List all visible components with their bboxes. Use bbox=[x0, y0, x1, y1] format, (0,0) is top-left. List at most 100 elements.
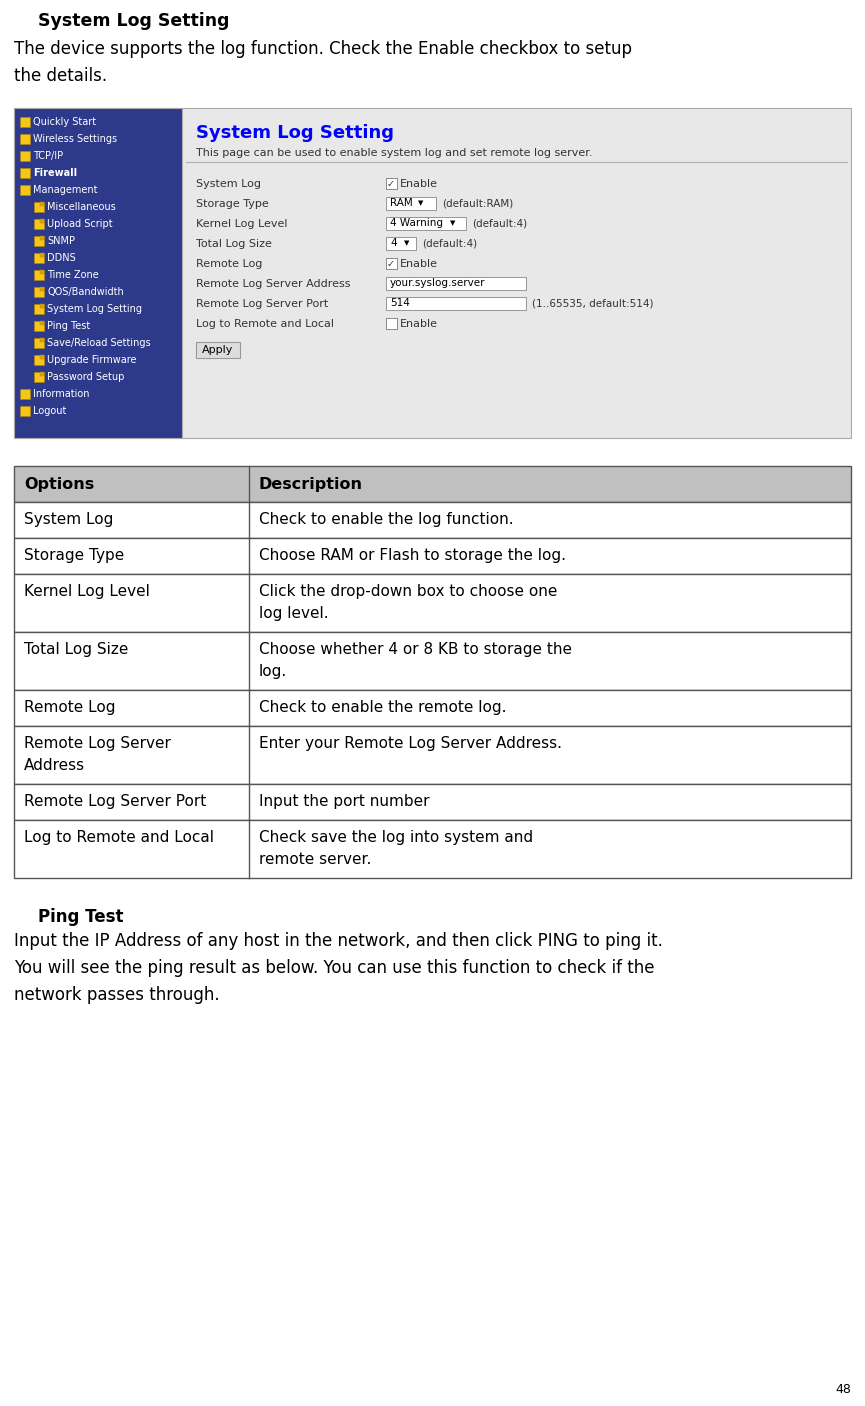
Bar bbox=[386, 197, 436, 209]
Text: Information: Information bbox=[33, 389, 89, 399]
Text: Click the drop-down box to choose one
log level.: Click the drop-down box to choose one lo… bbox=[259, 583, 557, 621]
Bar bbox=[40, 304, 44, 308]
Bar bbox=[14, 690, 851, 725]
Bar bbox=[14, 574, 851, 633]
Bar bbox=[34, 219, 44, 229]
Bar bbox=[40, 287, 44, 291]
Text: Description: Description bbox=[259, 477, 363, 492]
Text: (default:RAM): (default:RAM) bbox=[442, 198, 513, 208]
Text: Apply: Apply bbox=[202, 344, 234, 354]
Text: Input the IP Address of any host in the network, and then click PING to ping it.: Input the IP Address of any host in the … bbox=[14, 932, 663, 1004]
Bar bbox=[40, 354, 44, 359]
Bar bbox=[34, 337, 44, 349]
Text: (default:4): (default:4) bbox=[472, 218, 527, 229]
Bar bbox=[20, 117, 30, 127]
Text: Choose RAM or Flash to storage the log.: Choose RAM or Flash to storage the log. bbox=[259, 548, 566, 562]
Text: Enable: Enable bbox=[400, 259, 438, 269]
Bar bbox=[386, 277, 526, 290]
Text: ▼: ▼ bbox=[418, 201, 423, 207]
Text: Upload Script: Upload Script bbox=[47, 219, 112, 229]
Bar bbox=[20, 406, 30, 416]
Bar bbox=[34, 321, 44, 330]
Text: Total Log Size: Total Log Size bbox=[196, 239, 272, 249]
Text: Remote Log Server Port: Remote Log Server Port bbox=[196, 299, 328, 309]
Text: ▼: ▼ bbox=[404, 240, 409, 246]
Text: DDNS: DDNS bbox=[47, 253, 76, 263]
Text: Logout: Logout bbox=[33, 406, 67, 416]
Bar bbox=[386, 257, 397, 269]
Bar bbox=[20, 186, 30, 195]
Bar bbox=[34, 236, 44, 246]
Text: Kernel Log Level: Kernel Log Level bbox=[196, 219, 287, 229]
Text: Save/Reload Settings: Save/Reload Settings bbox=[47, 337, 151, 349]
Bar bbox=[14, 108, 182, 439]
Bar bbox=[386, 179, 397, 188]
Text: ✓: ✓ bbox=[387, 179, 395, 188]
Text: Check to enable the log function.: Check to enable the log function. bbox=[259, 512, 514, 527]
Bar bbox=[40, 270, 44, 274]
Bar bbox=[34, 253, 44, 263]
Bar bbox=[34, 354, 44, 366]
Text: Ping Test: Ping Test bbox=[47, 321, 90, 330]
Text: Check save the log into system and
remote server.: Check save the log into system and remot… bbox=[259, 830, 533, 868]
Bar bbox=[20, 389, 30, 399]
Bar bbox=[386, 217, 466, 231]
Text: Password Setup: Password Setup bbox=[47, 373, 125, 382]
Text: Remote Log: Remote Log bbox=[24, 700, 116, 716]
Text: Options: Options bbox=[24, 477, 94, 492]
Bar bbox=[40, 219, 44, 224]
Text: Enable: Enable bbox=[400, 179, 438, 188]
Bar bbox=[40, 321, 44, 325]
Bar bbox=[196, 342, 240, 359]
Bar bbox=[34, 202, 44, 212]
Text: RAM: RAM bbox=[390, 198, 413, 208]
Bar bbox=[34, 287, 44, 297]
Bar bbox=[14, 820, 851, 877]
Bar bbox=[34, 304, 44, 314]
Bar bbox=[14, 725, 851, 785]
Text: Input the port number: Input the port number bbox=[259, 794, 430, 808]
Text: 514: 514 bbox=[390, 298, 410, 308]
Text: ✓: ✓ bbox=[387, 259, 395, 269]
Bar bbox=[20, 150, 30, 162]
Text: Upgrade Firmware: Upgrade Firmware bbox=[47, 354, 137, 366]
Bar bbox=[40, 202, 44, 207]
Bar bbox=[14, 465, 851, 502]
Bar bbox=[14, 538, 851, 574]
Bar bbox=[386, 297, 526, 309]
Text: Quickly Start: Quickly Start bbox=[33, 117, 96, 127]
Text: your.syslog.server: your.syslog.server bbox=[390, 278, 485, 288]
Text: Remote Log: Remote Log bbox=[196, 259, 262, 269]
Text: Management: Management bbox=[33, 186, 98, 195]
Text: Enable: Enable bbox=[400, 319, 438, 329]
Text: Firewall: Firewall bbox=[33, 167, 77, 179]
Text: System Log Setting: System Log Setting bbox=[38, 13, 229, 30]
Bar bbox=[14, 108, 851, 439]
Text: Storage Type: Storage Type bbox=[24, 548, 125, 562]
Text: Remote Log Server
Address: Remote Log Server Address bbox=[24, 735, 171, 773]
Text: Miscellaneous: Miscellaneous bbox=[47, 202, 116, 212]
Bar bbox=[20, 134, 30, 143]
Text: Time Zone: Time Zone bbox=[47, 270, 99, 280]
Text: TCP/IP: TCP/IP bbox=[33, 150, 63, 162]
Text: Log to Remote and Local: Log to Remote and Local bbox=[24, 830, 214, 845]
Text: 48: 48 bbox=[835, 1384, 851, 1396]
Bar bbox=[34, 373, 44, 382]
Text: System Log: System Log bbox=[24, 512, 113, 527]
Bar bbox=[14, 633, 851, 690]
Bar bbox=[34, 270, 44, 280]
Bar bbox=[40, 236, 44, 240]
Text: Remote Log Server Address: Remote Log Server Address bbox=[196, 278, 350, 290]
Bar bbox=[14, 785, 851, 820]
Text: Enter your Remote Log Server Address.: Enter your Remote Log Server Address. bbox=[259, 735, 562, 751]
Bar bbox=[14, 502, 851, 538]
Bar bbox=[386, 238, 416, 250]
Text: (default:4): (default:4) bbox=[422, 239, 477, 249]
Text: Choose whether 4 or 8 KB to storage the
log.: Choose whether 4 or 8 KB to storage the … bbox=[259, 643, 572, 679]
Text: Storage Type: Storage Type bbox=[196, 200, 269, 209]
Text: 4: 4 bbox=[390, 239, 397, 249]
Bar bbox=[40, 253, 44, 257]
Text: Kernel Log Level: Kernel Log Level bbox=[24, 583, 150, 599]
Text: The device supports the log function. Check the Enable checkbox to setup
the det: The device supports the log function. Ch… bbox=[14, 39, 632, 86]
Bar bbox=[40, 337, 44, 342]
